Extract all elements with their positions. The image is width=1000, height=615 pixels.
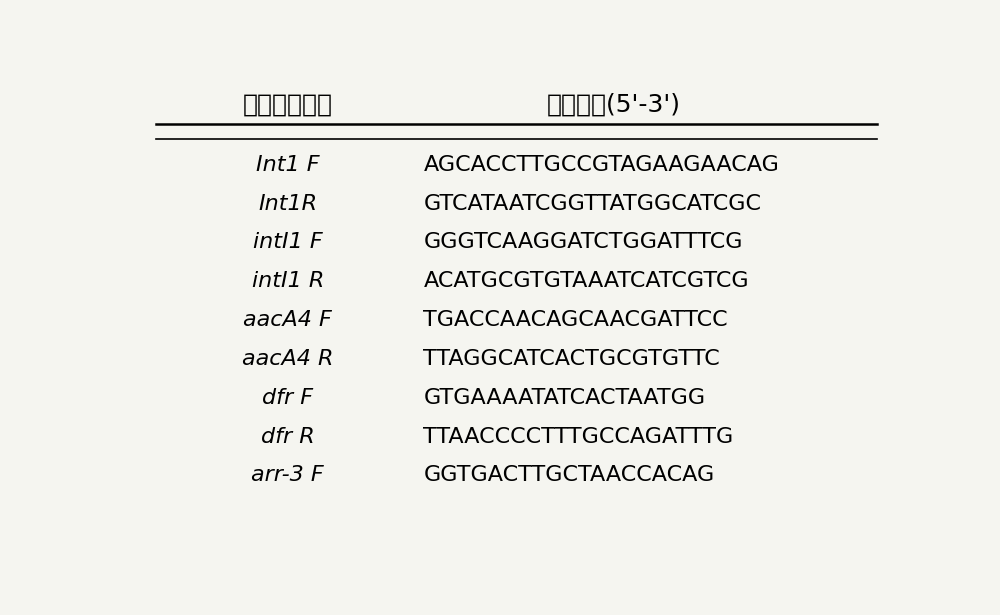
Text: dfr R: dfr R bbox=[261, 427, 315, 446]
Text: TTAGGCATCACTGCGTGTTC: TTAGGCATCACTGCGTGTTC bbox=[423, 349, 720, 369]
Text: GGGTCAAGGATCTGGATTTCG: GGGTCAAGGATCTGGATTTCG bbox=[423, 232, 743, 252]
Text: ACATGCGTGTAAATCATCGTCG: ACATGCGTGTAAATCATCGTCG bbox=[423, 271, 749, 292]
Text: GTGAAAATATCACTAATGG: GTGAAAATATCACTAATGG bbox=[423, 387, 706, 408]
Text: intI1 F: intI1 F bbox=[253, 232, 323, 252]
Text: TTAACCCCTTTGCCAGATTTG: TTAACCCCTTTGCCAGATTTG bbox=[423, 427, 734, 446]
Text: aacA4 F: aacA4 F bbox=[243, 310, 332, 330]
Text: 引物序列(5'-3'): 引物序列(5'-3') bbox=[546, 93, 680, 117]
Text: GTCATAATCGGTTATGGCATCGC: GTCATAATCGGTTATGGCATCGC bbox=[423, 194, 761, 213]
Text: dfr F: dfr F bbox=[262, 387, 313, 408]
Text: TGACCAACAGCAACGATTCC: TGACCAACAGCAACGATTCC bbox=[423, 310, 728, 330]
Text: intI1 R: intI1 R bbox=[252, 271, 324, 292]
Text: 基因片段名称: 基因片段名称 bbox=[243, 93, 333, 117]
Text: arr-3 F: arr-3 F bbox=[251, 466, 324, 485]
Text: aacA4 R: aacA4 R bbox=[242, 349, 334, 369]
Text: AGCACCTTGCCGTAGAAGAACAG: AGCACCTTGCCGTAGAAGAACAG bbox=[423, 155, 779, 175]
Text: Int1R: Int1R bbox=[258, 194, 317, 213]
Text: Int1 F: Int1 F bbox=[256, 155, 320, 175]
Text: GGTGACTTGCTAACCACAG: GGTGACTTGCTAACCACAG bbox=[423, 466, 715, 485]
